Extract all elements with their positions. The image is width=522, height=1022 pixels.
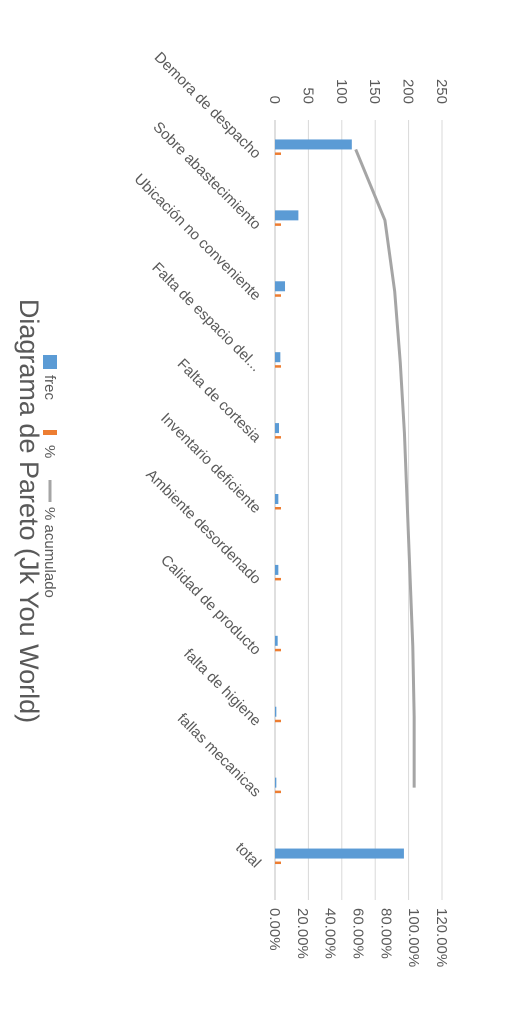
- secondary-tick-label: 60.00%: [350, 908, 367, 959]
- frec-bar: [274, 706, 277, 717]
- gridlines: [274, 120, 443, 900]
- pct-bar: [275, 436, 281, 439]
- primary-tick-label: 0: [266, 96, 283, 104]
- legend-swatch-pct: [43, 430, 57, 435]
- pct-bar: [275, 861, 281, 865]
- pct-bar: [275, 507, 281, 510]
- secondary-tick-label: 0.00%: [266, 908, 283, 951]
- acumulado-line: [354, 148, 416, 788]
- secondary-tick-label: 120.00%: [433, 908, 450, 967]
- frec-bar: [274, 564, 279, 575]
- pct-bar: [275, 719, 281, 723]
- legend: frec% % acumulado: [41, 355, 58, 598]
- pct-bar: [275, 365, 281, 368]
- pct-bar: [275, 790, 281, 794]
- secondary-tick-label: 100.00%: [405, 908, 422, 967]
- pct-bar: [275, 294, 281, 297]
- primary-tick-label: 100: [333, 79, 350, 104]
- pct-bar: [275, 223, 281, 226]
- primary-tick-label: 50: [299, 87, 316, 104]
- category-label: total: [232, 839, 264, 871]
- legend-swatch-frec: [43, 355, 57, 369]
- pct-bar: [275, 648, 281, 652]
- frec-bar: [274, 352, 281, 363]
- primary-tick-label: 200: [400, 79, 417, 104]
- frec-bar: [274, 423, 280, 434]
- frec-bar: [275, 281, 286, 292]
- pct-bar: [275, 152, 281, 155]
- primary-tick-label: 150: [366, 79, 383, 104]
- secondary-axis-ticks: 0.00% 20.00% 40.00% 60.00% 80.00% 100.00% 120.…: [266, 908, 450, 967]
- bars-layer: [274, 139, 404, 865]
- secondary-tick-label: 80.00%: [377, 908, 394, 959]
- chart-title: Diagrama de Pareto (Jk You World): [14, 299, 44, 723]
- legend-label: frec: [41, 375, 58, 401]
- legend-label: % acumulado: [41, 507, 58, 598]
- legend-label: %: [41, 445, 58, 458]
- line-layer: [354, 148, 416, 788]
- secondary-tick-label: 20.00%: [294, 908, 311, 959]
- category-label: Ubicación no conveniente: [131, 171, 264, 304]
- frec-bar: [275, 139, 352, 150]
- pct-bar: [275, 577, 281, 581]
- primary-axis-ticks: 0 50 100 150 200 250: [266, 79, 450, 104]
- frec-bar: [274, 777, 277, 788]
- frec-bar: [275, 848, 404, 859]
- secondary-tick-label: 40.00%: [322, 908, 339, 959]
- frec-bar: [274, 494, 279, 504]
- frec-bar: [274, 635, 278, 646]
- frec-bar: [275, 210, 299, 221]
- primary-tick-label: 250: [433, 79, 450, 104]
- category-label: Ambiente desordenado: [142, 466, 264, 588]
